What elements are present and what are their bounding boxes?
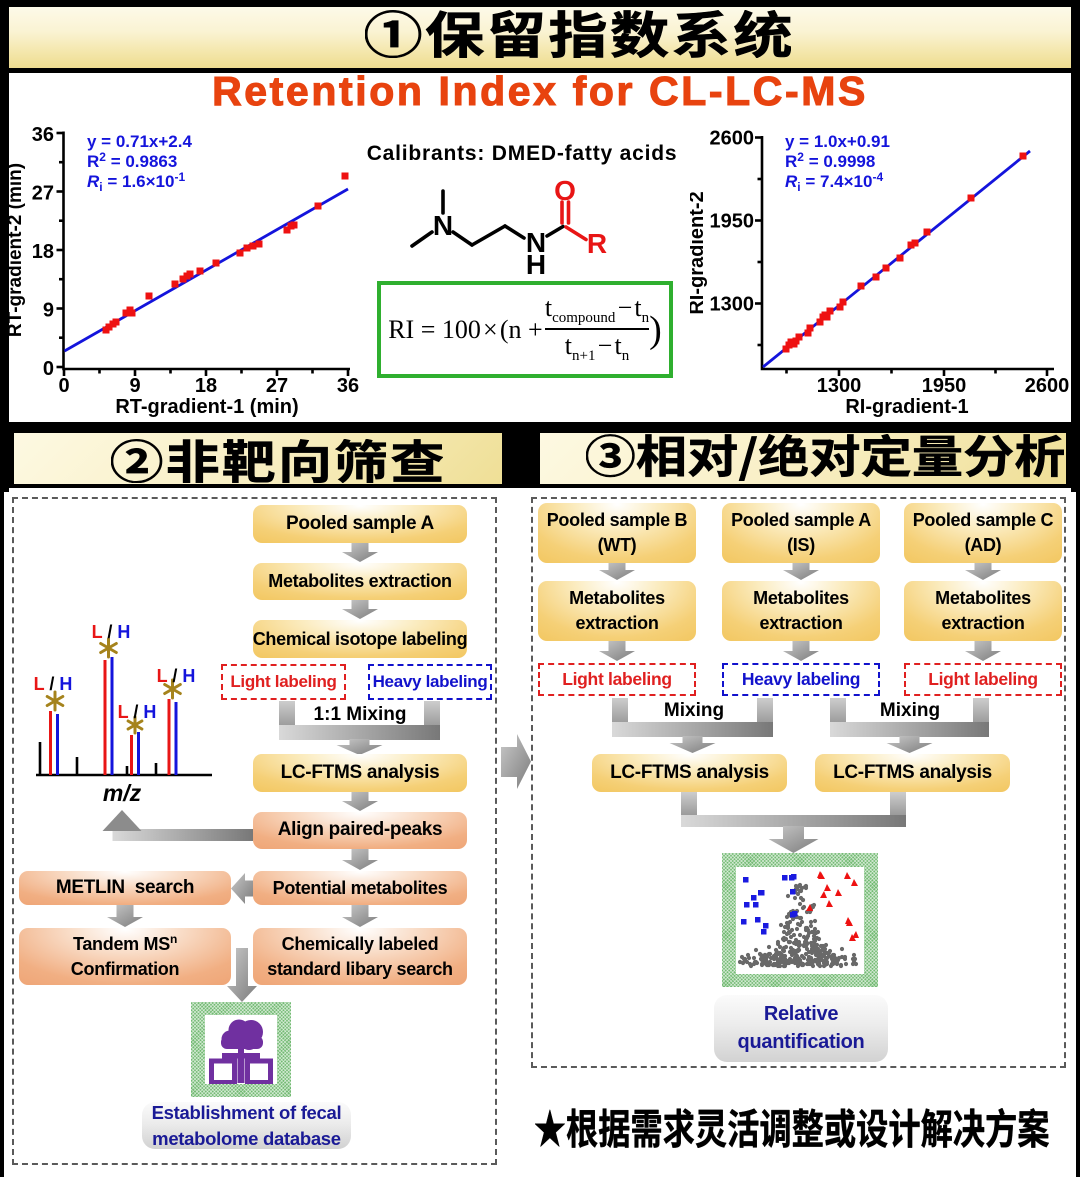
svg-text:9: 9	[43, 300, 54, 322]
svg-text:1300: 1300	[710, 294, 755, 316]
svg-text:27: 27	[32, 183, 54, 205]
svg-text:O: O	[554, 175, 576, 206]
svg-text:RT-gradient-1 (min): RT-gradient-1 (min)	[115, 396, 298, 418]
svg-text:L / H: L / H	[157, 666, 196, 686]
svg-text:36: 36	[337, 375, 359, 397]
svg-text:N: N	[433, 210, 453, 241]
svg-text:1950: 1950	[922, 375, 967, 397]
svg-text:1300: 1300	[817, 375, 862, 397]
svg-text:1950: 1950	[710, 211, 755, 233]
svg-text:L / H: L / H	[34, 674, 73, 694]
svg-text:R: R	[587, 228, 607, 259]
svg-text:RI-gradient-1: RI-gradient-1	[845, 396, 968, 418]
svg-text:0: 0	[58, 375, 69, 397]
svg-text:0: 0	[43, 358, 54, 380]
svg-text:RT-gradient-2 (min): RT-gradient-2 (min)	[9, 163, 26, 337]
svg-text:2600: 2600	[710, 128, 755, 150]
svg-text:H: H	[526, 249, 546, 280]
svg-text:Ri = 1.6×10-1: Ri = 1.6×10-1	[87, 170, 185, 194]
svg-text:y = 1.0x+0.91: y = 1.0x+0.91	[785, 132, 890, 151]
svg-text:RI-gradient-2: RI-gradient-2	[690, 191, 708, 314]
svg-text:L / H: L / H	[118, 702, 157, 722]
svg-text:2600: 2600	[1025, 375, 1070, 397]
svg-text:R2 = 0.9863: R2 = 0.9863	[87, 150, 177, 171]
svg-text:m/z: m/z	[103, 780, 142, 806]
svg-text:9: 9	[129, 375, 140, 397]
svg-text:36: 36	[32, 124, 54, 146]
svg-text:18: 18	[32, 241, 54, 263]
svg-text:R2 = 0.9998: R2 = 0.9998	[785, 150, 875, 171]
svg-text:y = 0.71x+2.4: y = 0.71x+2.4	[87, 132, 192, 151]
svg-text:N: N	[526, 227, 546, 258]
svg-text:L / H: L / H	[92, 622, 131, 642]
svg-text:Ri = 7.4×10-4: Ri = 7.4×10-4	[785, 170, 883, 194]
svg-text:18: 18	[195, 375, 217, 397]
svg-text:27: 27	[266, 375, 288, 397]
